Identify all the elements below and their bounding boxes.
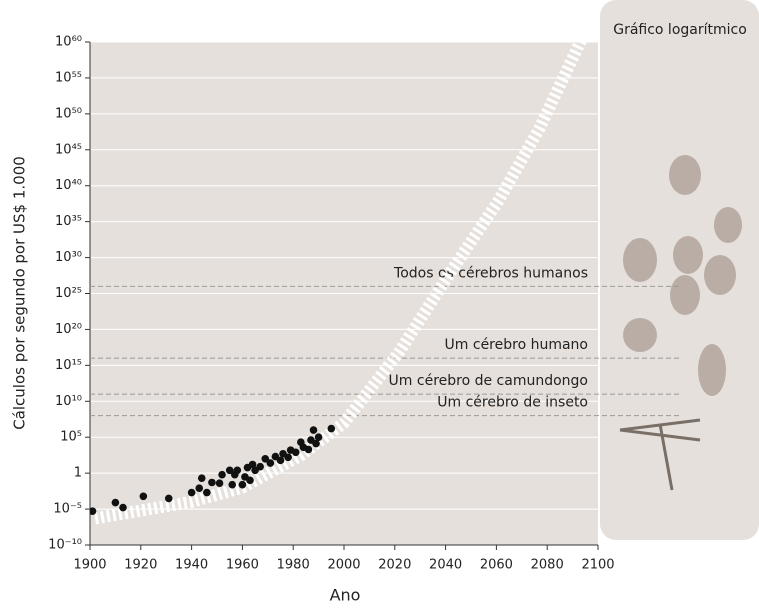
x-tick-label: 1940 [175, 558, 208, 573]
data-point [228, 480, 237, 489]
y-tick-label: 10⁵⁵ [55, 70, 82, 85]
y-tick-label: 10¹⁵ [55, 358, 82, 373]
y-tick-label: 10⁴⁵ [55, 142, 82, 157]
annotation: Todos os cérebros humanos [393, 265, 588, 281]
data-point [90, 507, 97, 516]
data-point [203, 488, 211, 497]
data-point [238, 480, 247, 489]
y-tick-label: 10⁻⁵ [53, 502, 82, 517]
data-point [164, 494, 173, 503]
y-tick-label: 10¹⁰ [55, 394, 82, 409]
plot-content [90, 42, 588, 525]
x-tick-label: 1900 [73, 558, 106, 573]
x-tick-label: 2000 [327, 558, 360, 573]
data-point [215, 479, 224, 487]
panel-title: Gráfico logarítmico [613, 22, 747, 38]
y-axis-label: Cálculos por segundo por US$ 1.000 [11, 156, 29, 430]
annotation: Um cérebro de inseto [437, 395, 588, 411]
data-point [248, 460, 257, 469]
data-point [111, 498, 120, 507]
data-point [256, 462, 264, 471]
x-tick-label: 2040 [429, 558, 462, 573]
x-tick-label: 1960 [226, 558, 259, 573]
data-point [197, 474, 206, 482]
data-point [284, 453, 292, 462]
y-tick-label: 10⁶⁰ [55, 35, 82, 50]
y-tick-label: 10⁵⁰ [55, 106, 82, 121]
x-tick-label: 1920 [124, 558, 157, 573]
data-point [218, 470, 226, 479]
x-tick-label: 2100 [581, 558, 614, 573]
data-point [119, 503, 127, 512]
data-point [309, 426, 318, 434]
data-point [266, 459, 275, 467]
data-point [139, 492, 148, 501]
x-axis-label: Ano [330, 586, 361, 605]
data-point [225, 466, 234, 475]
y-tick-label: 10⁵ [60, 430, 82, 445]
y-tick-label: 10²⁵ [55, 286, 82, 301]
data-point [314, 433, 323, 442]
y-tick-label: 10²⁰ [55, 322, 82, 337]
y-tick-label: 10³⁰ [55, 250, 82, 265]
data-point [246, 476, 254, 485]
annotation: Um cérebro de camundongo [389, 373, 588, 389]
y-tick-label: 10⁻¹⁰ [48, 538, 82, 553]
data-point [261, 454, 270, 463]
data-point [208, 478, 216, 487]
data-point [327, 424, 336, 433]
x-tick-label: 1980 [277, 558, 310, 573]
data-point [312, 439, 320, 448]
annotation: Um cérebro humano [445, 337, 588, 353]
data-point [187, 488, 196, 497]
x-tick-label: 2060 [480, 558, 513, 573]
data-point [276, 456, 285, 465]
data-point [291, 448, 300, 457]
y-tick-label: 1 [74, 466, 82, 481]
data-point [304, 445, 313, 454]
data-point [195, 484, 204, 493]
x-tick-label: 2020 [378, 558, 411, 573]
data-point [233, 466, 242, 475]
y-tick-label: 10⁴⁰ [55, 178, 82, 193]
illustrations [619, 155, 742, 491]
trend-line [94, 42, 588, 525]
y-tick-label: 10³⁵ [55, 214, 82, 229]
x-tick-label: 2080 [531, 558, 564, 573]
